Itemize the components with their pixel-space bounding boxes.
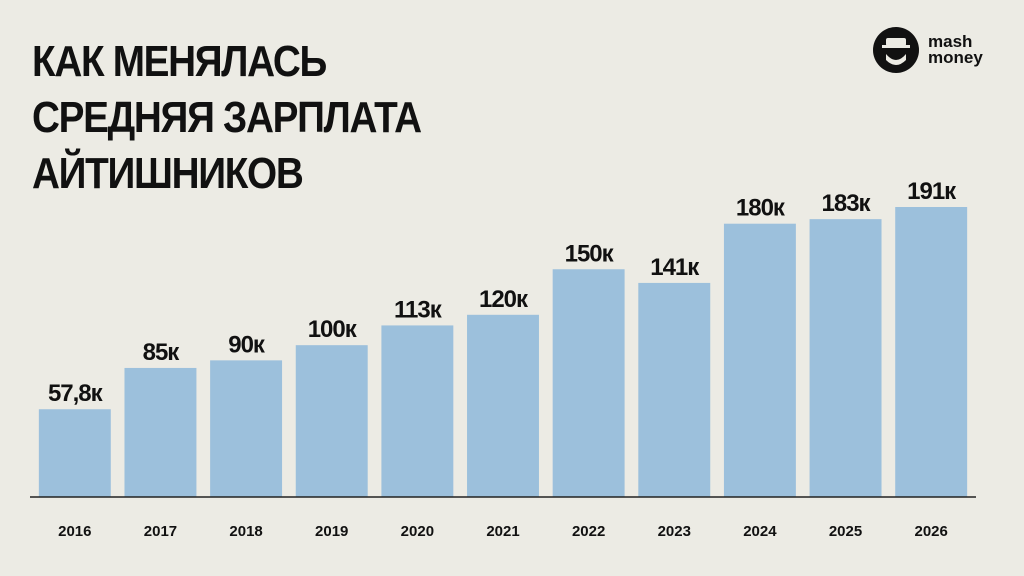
bar (723, 223, 796, 497)
value-label: 113к (394, 296, 443, 323)
value-label: 85к (143, 339, 181, 366)
logo: mash money (872, 26, 983, 74)
logo-line: mash (928, 32, 973, 51)
x-tick-label: 2026 (914, 523, 947, 540)
bar (895, 207, 968, 497)
value-label: 90к (228, 331, 266, 358)
x-tick-label: 2023 (658, 523, 691, 540)
x-tick-label: 2021 (486, 523, 519, 540)
bar (638, 282, 711, 497)
x-tick-label: 2022 (572, 523, 605, 540)
x-tick-label: 2025 (829, 523, 862, 540)
bar (552, 269, 625, 497)
x-tick-label: 2024 (743, 523, 777, 540)
x-tick-label: 2020 (401, 523, 434, 540)
chart-title: КАК МЕНЯЛАСЬ СРЕДНЯЯ ЗАРПЛАТА АЙТИШНИКОВ (32, 37, 422, 198)
value-label: 120к (479, 286, 529, 313)
value-label: 141к (650, 254, 700, 281)
value-label: 183к (822, 190, 872, 217)
logo-text: mash money (928, 32, 983, 67)
bar (124, 367, 197, 497)
x-tick-label: 2018 (229, 523, 262, 540)
x-tick-label: 2017 (144, 523, 177, 540)
value-label: 191к (907, 178, 957, 205)
value-label: 100к (308, 316, 358, 343)
value-label: 180к (736, 195, 786, 222)
bar (210, 360, 283, 497)
bar (381, 325, 454, 497)
bar (809, 219, 882, 497)
bar (295, 345, 368, 497)
value-label: 150к (565, 240, 615, 267)
logo-icon (873, 27, 919, 73)
bar (38, 409, 111, 497)
value-label: 57,8к (48, 380, 104, 407)
logo-line: money (928, 48, 983, 67)
x-tick-label: 2019 (315, 523, 348, 540)
bar (467, 314, 539, 497)
x-tick-label: 2016 (58, 523, 91, 540)
